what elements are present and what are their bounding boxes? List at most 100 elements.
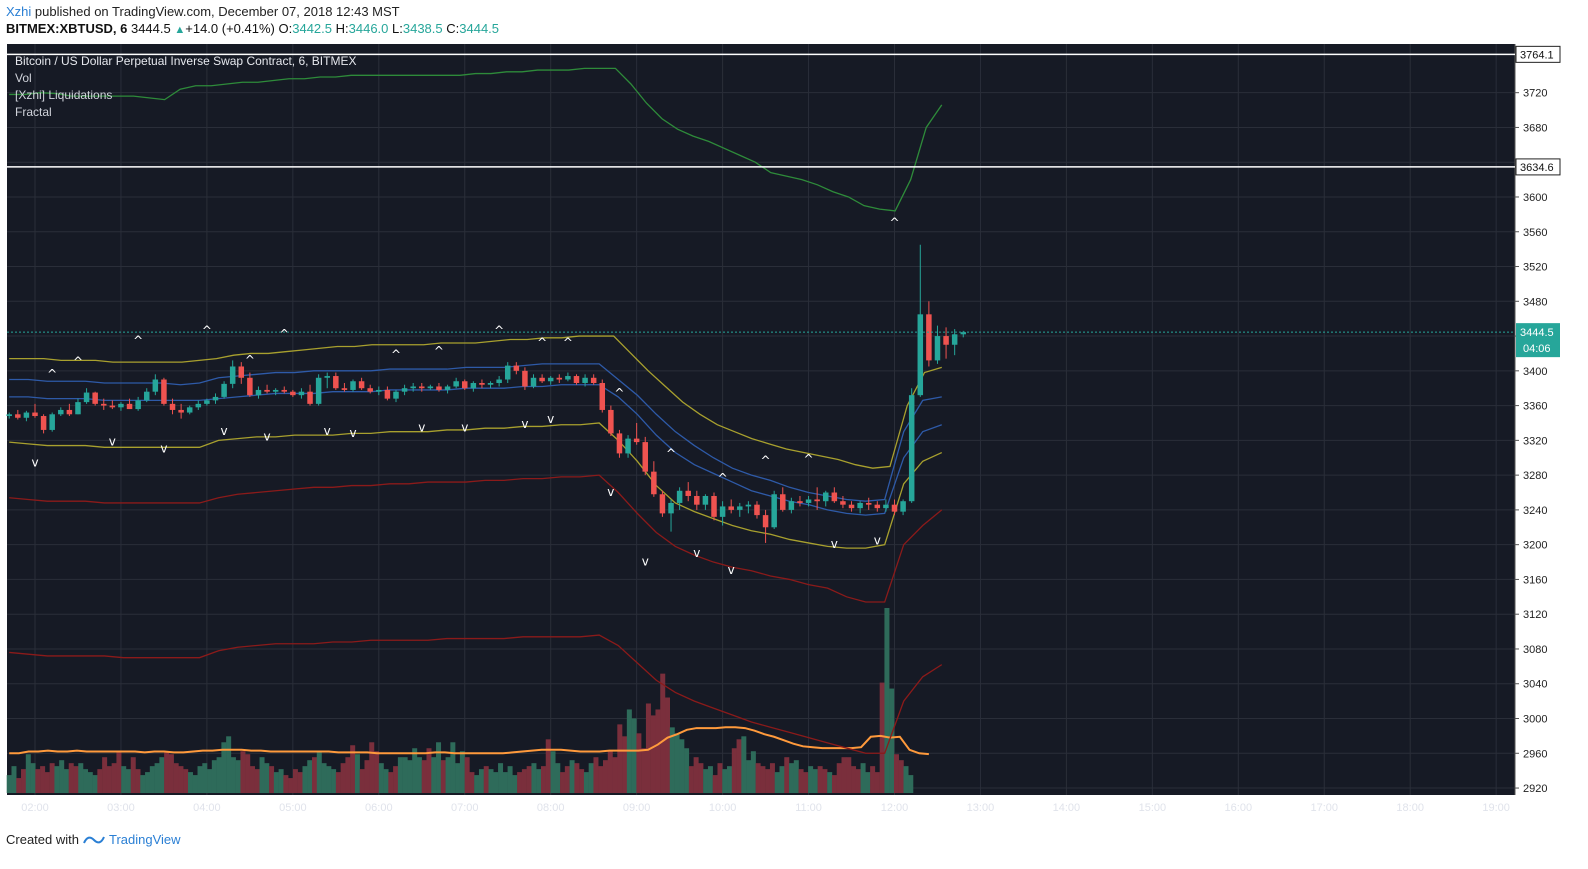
fractal-up-marker: ^ (537, 335, 547, 349)
candle-body (616, 433, 623, 454)
volume-bar (488, 769, 494, 793)
volume-bar (478, 769, 484, 793)
legend-item-fractal[interactable]: Fractal (15, 105, 52, 119)
candle-body (367, 388, 373, 392)
legend-item-vol[interactable]: Vol (15, 71, 32, 85)
fractal-up-marker: ^ (279, 327, 289, 341)
y-tick-label: 3160 (1523, 574, 1547, 586)
candle-body (513, 365, 520, 371)
candle-body (66, 409, 73, 415)
fractal-down-marker: v (160, 442, 167, 456)
volume-bar (731, 748, 737, 793)
volume-bar (269, 766, 275, 793)
volume-bar (259, 757, 265, 793)
fractal-down-marker: v (461, 421, 468, 435)
y-tick-label: 3680 (1523, 122, 1547, 134)
volume-bar (125, 769, 131, 793)
volume-bar (283, 775, 289, 793)
volume-bar (431, 757, 437, 793)
fractal-down-marker: v (607, 485, 614, 499)
candle-body (926, 314, 932, 361)
fractal-down-marker: v (324, 424, 331, 438)
fractal-down-marker: v (349, 426, 356, 440)
volume-bar (870, 766, 876, 793)
x-tick-label: 18:00 (1396, 802, 1424, 814)
volume-bar (655, 709, 661, 793)
volume-bar (92, 775, 98, 793)
volume-bar (211, 760, 217, 793)
legend-item-liquidations[interactable]: [Xzhi] Liquidations (15, 88, 113, 102)
candle-body (195, 403, 202, 408)
volume-bar (846, 757, 852, 793)
candle-body (917, 314, 924, 396)
candle-body (419, 386, 425, 389)
volume-bar (393, 766, 399, 793)
volume-bar (836, 763, 842, 793)
volume-bar (226, 736, 232, 793)
volume-bar (598, 766, 604, 793)
volume-bar (865, 772, 871, 793)
fractal-up-marker: ^ (666, 447, 676, 461)
volume-bar (841, 757, 847, 793)
volume-bar (302, 766, 308, 793)
volume-bar (631, 718, 637, 793)
volume-bar (679, 739, 685, 793)
volume-bar (374, 751, 380, 793)
author-link[interactable]: Xzhi (6, 4, 32, 19)
volume-bar (106, 766, 112, 793)
volume-bar (808, 766, 814, 793)
volume-bar (507, 766, 513, 793)
fractal-down-marker: v (728, 563, 735, 577)
volume-bar (774, 772, 780, 793)
fractal-up-marker: ^ (718, 471, 728, 485)
y-tick-label: 3000 (1523, 714, 1547, 726)
volume-bar (474, 775, 480, 793)
high-value: 3446.0 (348, 21, 389, 36)
candle-body (814, 499, 820, 502)
candle-body (49, 414, 55, 430)
y-tick-label: 3080 (1523, 644, 1547, 656)
x-tick-label: 11:00 (795, 802, 822, 814)
mid-lower-band-line (9, 422, 943, 549)
candle-body (582, 377, 588, 383)
close-value: 3444.5 (459, 21, 500, 36)
candle-body (281, 389, 288, 392)
volume-bar (397, 757, 403, 793)
volume-bar (416, 757, 422, 793)
volume-bar (889, 688, 895, 793)
candle-body (298, 391, 305, 396)
volume-bar (903, 766, 909, 793)
price-chart[interactable]: 02:00 03:00 04:00 05:00 06:00 07:00 08:00 09:00… (0, 40, 1588, 825)
candle-body (737, 506, 743, 510)
volume-bar (331, 769, 337, 793)
volume-bar (622, 736, 628, 793)
candle-body (32, 412, 38, 417)
fractal-down-marker: v (31, 455, 38, 469)
candle-body (951, 334, 958, 345)
volume-bar (698, 763, 704, 793)
volume-bar (555, 763, 561, 793)
volume-bar (111, 763, 117, 793)
legend-title: Bitcoin / US Dollar Perpetual Inverse Sw… (15, 54, 357, 68)
candle-body (694, 495, 700, 505)
tradingview-brand[interactable]: TradingView (108, 832, 181, 847)
y-tick-label: 3360 (1523, 401, 1547, 413)
fractal-down-marker: v (831, 537, 838, 551)
volume-bar (455, 763, 461, 793)
volume-bar (316, 751, 322, 793)
x-tick-label: 12:00 (881, 802, 909, 814)
candle-body (470, 382, 477, 389)
candle-body (702, 495, 709, 505)
mid-upper-band-line (9, 335, 942, 469)
volume-bar (688, 766, 694, 793)
volume-bar (83, 769, 89, 793)
volume-bar (860, 763, 866, 793)
fractal-up-marker: ^ (563, 335, 573, 349)
up-arrow-icon: ▲ (174, 24, 186, 36)
fractal-up-marker: ^ (133, 334, 143, 348)
candle-body (255, 389, 262, 396)
volume-bar (145, 772, 151, 793)
candle-body (92, 392, 98, 404)
fractal-down-marker: v (418, 421, 425, 435)
fractal-up-marker: ^ (804, 452, 814, 466)
